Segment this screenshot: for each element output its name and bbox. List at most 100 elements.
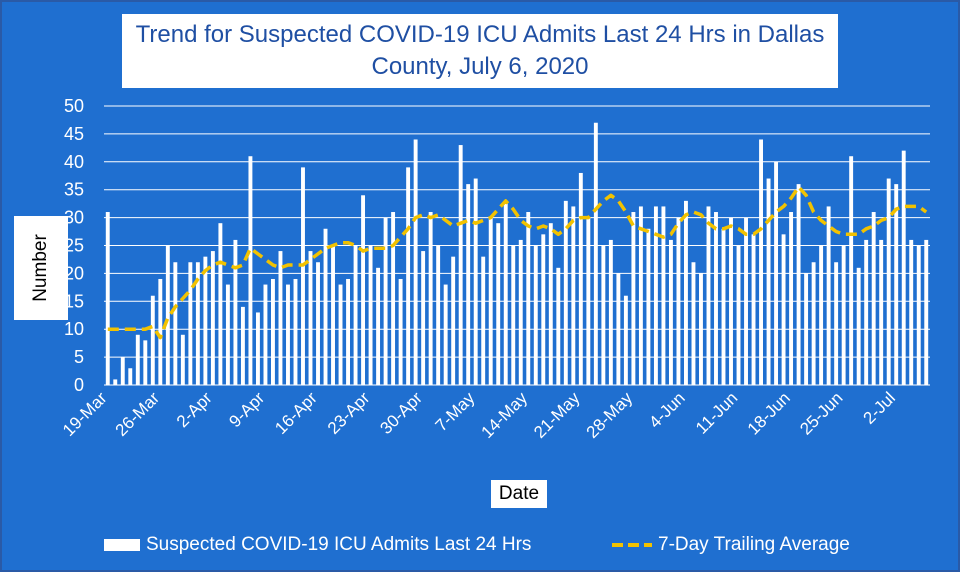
bar-89 (774, 161, 779, 385)
bar-2 (120, 357, 125, 385)
bar-51 (488, 217, 493, 385)
y-tick-25: 25 (64, 236, 84, 256)
y-tick-20: 20 (64, 263, 84, 283)
x-tick-4-Jun: 4-Jun (645, 388, 689, 432)
legend-bars: Suspected COVID-19 ICU Admits Last 24 Hr… (104, 532, 531, 558)
bar-3 (128, 368, 133, 385)
x-tick-23-Apr: 23-Apr (324, 388, 374, 438)
bar-33 (353, 245, 358, 385)
bar-11 (188, 262, 193, 385)
bar-17 (233, 239, 238, 385)
bar-80 (706, 206, 711, 385)
bar-0 (105, 212, 110, 385)
bar-95 (819, 245, 824, 385)
bar-43 (428, 212, 433, 385)
bar-87 (759, 139, 763, 385)
x-tick-28-May: 28-May (583, 388, 637, 442)
bar-49 (473, 178, 478, 385)
bar-19 (248, 156, 253, 385)
bar-53 (503, 200, 508, 385)
bar-76 (676, 217, 681, 385)
bar-48 (466, 184, 471, 385)
bar-78 (691, 262, 696, 385)
bar-54 (511, 245, 516, 385)
bar-57 (533, 245, 538, 385)
bar-107 (909, 239, 914, 385)
bar-86 (751, 234, 756, 385)
bar-16 (225, 284, 230, 385)
bar-56 (526, 212, 531, 385)
bar-98 (841, 245, 846, 385)
x-tick-19-Mar: 19-Mar (59, 388, 111, 440)
bar-84 (736, 245, 741, 385)
bar-92 (796, 184, 801, 385)
bar-99 (849, 156, 854, 385)
x-tick-2-Jul: 2-Jul (860, 388, 899, 427)
bar-85 (744, 217, 748, 385)
bar-28 (316, 262, 320, 385)
x-tick-16-Apr: 16-Apr (271, 388, 321, 438)
chart-title: Trend for Suspected COVID-19 ICU Admits … (122, 14, 838, 88)
bar-26 (301, 167, 305, 385)
legend-average-label: 7-Day Trailing Average (658, 534, 850, 555)
y-tick-5: 5 (74, 347, 84, 367)
bar-83 (729, 217, 733, 385)
y-tick-35: 35 (64, 180, 84, 200)
bar-50 (481, 256, 486, 385)
bar-37 (383, 217, 388, 385)
bar-108 (916, 245, 921, 385)
bar-81 (714, 212, 718, 385)
bar-60 (556, 267, 561, 385)
x-tick-7-May: 7-May (432, 388, 479, 435)
bar-6 (150, 295, 155, 385)
y-axis-label-text: Number (30, 234, 52, 302)
bar-75 (668, 239, 673, 385)
x-tick-labels: 19-Mar 26-Mar 2-Apr 9-Apr 16-Apr 23-Apr 30-Apr… (59, 388, 899, 442)
chart-title-line-2: County, July 6, 2020 (371, 53, 589, 80)
y-tick-30: 30 (64, 208, 84, 228)
bar-91 (789, 212, 794, 385)
bar-1 (113, 379, 118, 385)
chart-title-line-1: Trend for Suspected COVID-19 ICU Admits … (135, 21, 825, 48)
bar-71 (638, 206, 643, 385)
legend-average-swatch (612, 543, 652, 547)
bar-72 (646, 228, 651, 385)
x-tick-18-Jun: 18-Jun (744, 388, 794, 438)
bar-10 (180, 334, 185, 385)
bar-12 (195, 262, 200, 385)
x-tick-2-Apr: 2-Apr (173, 388, 216, 431)
bar-59 (548, 223, 553, 385)
x-tick-26-Mar: 26-Mar (112, 388, 164, 440)
bar-70 (631, 212, 636, 385)
bar-67 (608, 239, 613, 385)
bar-88 (766, 178, 771, 385)
bar-30 (331, 245, 335, 385)
bar-31 (338, 284, 343, 385)
bar-109 (924, 239, 929, 385)
bar-97 (834, 262, 839, 385)
bar-14 (210, 251, 215, 385)
bar-4 (135, 334, 140, 385)
bar-44 (436, 245, 441, 385)
bar-20 (255, 312, 260, 385)
bar-96 (826, 206, 831, 385)
bar-25 (293, 278, 298, 385)
bar-100 (856, 267, 861, 385)
x-tick-25-Jun: 25-Jun (796, 388, 846, 438)
y-tick-10: 10 (64, 319, 84, 339)
bar-104 (886, 178, 891, 385)
legend-bar-swatch (104, 539, 140, 551)
legend-bar-label: Suspected COVID-19 ICU Admits Last 24 Hr… (146, 534, 532, 555)
bar-94 (811, 262, 816, 385)
y-axis-label: Number (14, 216, 68, 320)
bar-103 (879, 239, 884, 385)
bar-73 (653, 206, 658, 385)
bar-58 (541, 234, 546, 385)
bar-41 (413, 139, 418, 385)
bar-55 (518, 239, 523, 385)
bar-23 (278, 251, 283, 385)
bar-90 (781, 234, 786, 385)
y-tick-0: 0 (74, 375, 84, 395)
bar-64 (586, 217, 591, 385)
